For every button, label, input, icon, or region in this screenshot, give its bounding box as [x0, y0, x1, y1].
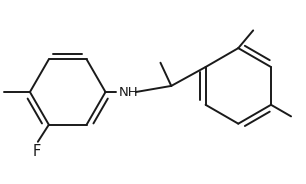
Text: F: F	[33, 144, 41, 159]
Text: NH: NH	[118, 86, 138, 98]
